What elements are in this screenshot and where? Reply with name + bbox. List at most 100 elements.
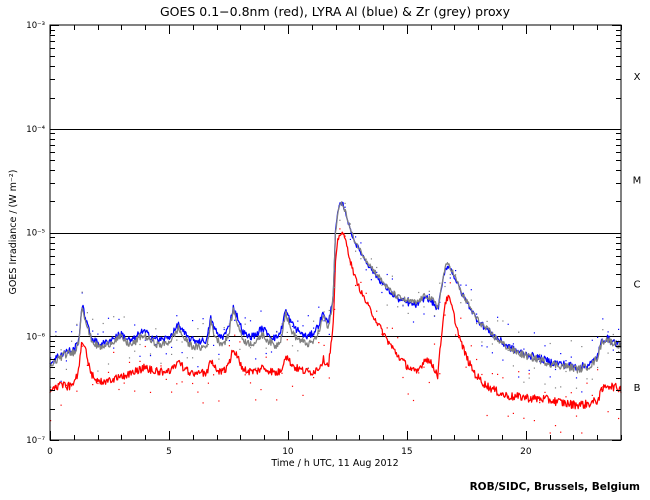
series-dot (328, 309, 330, 312)
series-dot (565, 396, 567, 398)
series-dot (223, 327, 225, 329)
series-dot (339, 202, 341, 204)
series-dot (139, 343, 141, 346)
series-dot (376, 271, 378, 273)
series-dot (239, 341, 241, 343)
series-dot (76, 324, 78, 326)
series-dot (323, 344, 325, 346)
series-dot (502, 377, 504, 379)
series-dot (286, 339, 288, 341)
series-dot (155, 368, 157, 370)
series-dot (481, 341, 483, 343)
series-dot (249, 347, 252, 349)
series-dot (607, 331, 609, 333)
series-dot (113, 347, 115, 349)
series-dot (491, 373, 493, 375)
series-dot (81, 292, 83, 294)
series-dot (218, 358, 220, 360)
series-dot (297, 367, 299, 369)
series-dot (118, 318, 120, 320)
series-dot (228, 340, 230, 342)
series-dot (97, 333, 99, 335)
series-dot (407, 393, 409, 395)
series-dot (102, 381, 104, 383)
series-dot (155, 328, 157, 330)
series-dot (502, 359, 504, 361)
x-axis-title: Time / h UTC, 11 Aug 2012 (270, 458, 398, 469)
series-dot (355, 284, 357, 287)
series-dot (544, 391, 546, 393)
series-dot (228, 345, 230, 347)
series-dot (139, 360, 141, 362)
series-dot (213, 334, 215, 336)
series-dot (381, 333, 383, 335)
series-dot (223, 371, 225, 373)
series-dot (244, 323, 246, 325)
series-dot (107, 371, 110, 373)
flare-class-label-B: B (634, 383, 641, 394)
series-dot (181, 352, 183, 354)
series-dot (523, 348, 525, 350)
series-dot (597, 336, 599, 338)
series-dot (286, 314, 288, 316)
series-dot (581, 391, 583, 393)
series-dot (528, 373, 530, 375)
series-dot (202, 318, 204, 320)
series-dot (539, 402, 541, 404)
series-dot (507, 349, 509, 351)
flare-class-label-M: M (633, 176, 642, 187)
series-dot (244, 317, 246, 319)
series-dot (265, 352, 267, 355)
series-dot (60, 349, 62, 351)
series-dot (318, 332, 320, 334)
series-dot (107, 363, 110, 365)
series-dot (455, 274, 457, 276)
series-dot (128, 361, 131, 363)
series-dot (134, 390, 136, 392)
series-dot (307, 315, 309, 317)
series-dot (497, 316, 499, 318)
series-dot (55, 387, 57, 389)
series-dot (397, 337, 399, 339)
series-dot (97, 382, 99, 385)
series-dot (60, 404, 62, 406)
series-dot (276, 330, 278, 333)
series-dot (607, 411, 609, 413)
series-dot (554, 368, 557, 371)
series-dot (281, 323, 283, 325)
series-dot (481, 373, 483, 376)
series-dot (449, 282, 451, 284)
series-dot (60, 380, 62, 382)
series-dot (123, 316, 125, 318)
flare-class-labels: X M C B (633, 72, 642, 394)
series-dot (144, 345, 146, 348)
series-dot (165, 337, 167, 339)
series-dot (386, 304, 388, 306)
series-dot (328, 333, 330, 335)
series-dot (260, 310, 262, 312)
series-dot (465, 366, 467, 368)
series-dot (523, 381, 525, 383)
series-dot (433, 315, 436, 317)
series-dot (602, 386, 604, 388)
series-dot (428, 290, 430, 292)
series-dot (134, 324, 136, 326)
series-dot (192, 382, 194, 385)
series-dot (149, 353, 152, 355)
series-dot (123, 335, 125, 337)
series-dot (118, 337, 120, 339)
series-dot (265, 347, 267, 349)
series-dot (276, 331, 278, 333)
series-dot (360, 281, 362, 283)
series-dot (455, 334, 457, 336)
series-dot (381, 284, 383, 286)
x-axis-tick-labels: 0 5 10 15 20 (47, 447, 532, 457)
series-dot (570, 340, 572, 342)
series-dot (365, 292, 367, 294)
x-tick-label: 0 (47, 447, 53, 457)
series-dot (476, 323, 478, 325)
series-dot (192, 320, 194, 322)
series-dot (460, 284, 462, 286)
series-dot (586, 378, 588, 380)
series-dot (476, 313, 478, 315)
